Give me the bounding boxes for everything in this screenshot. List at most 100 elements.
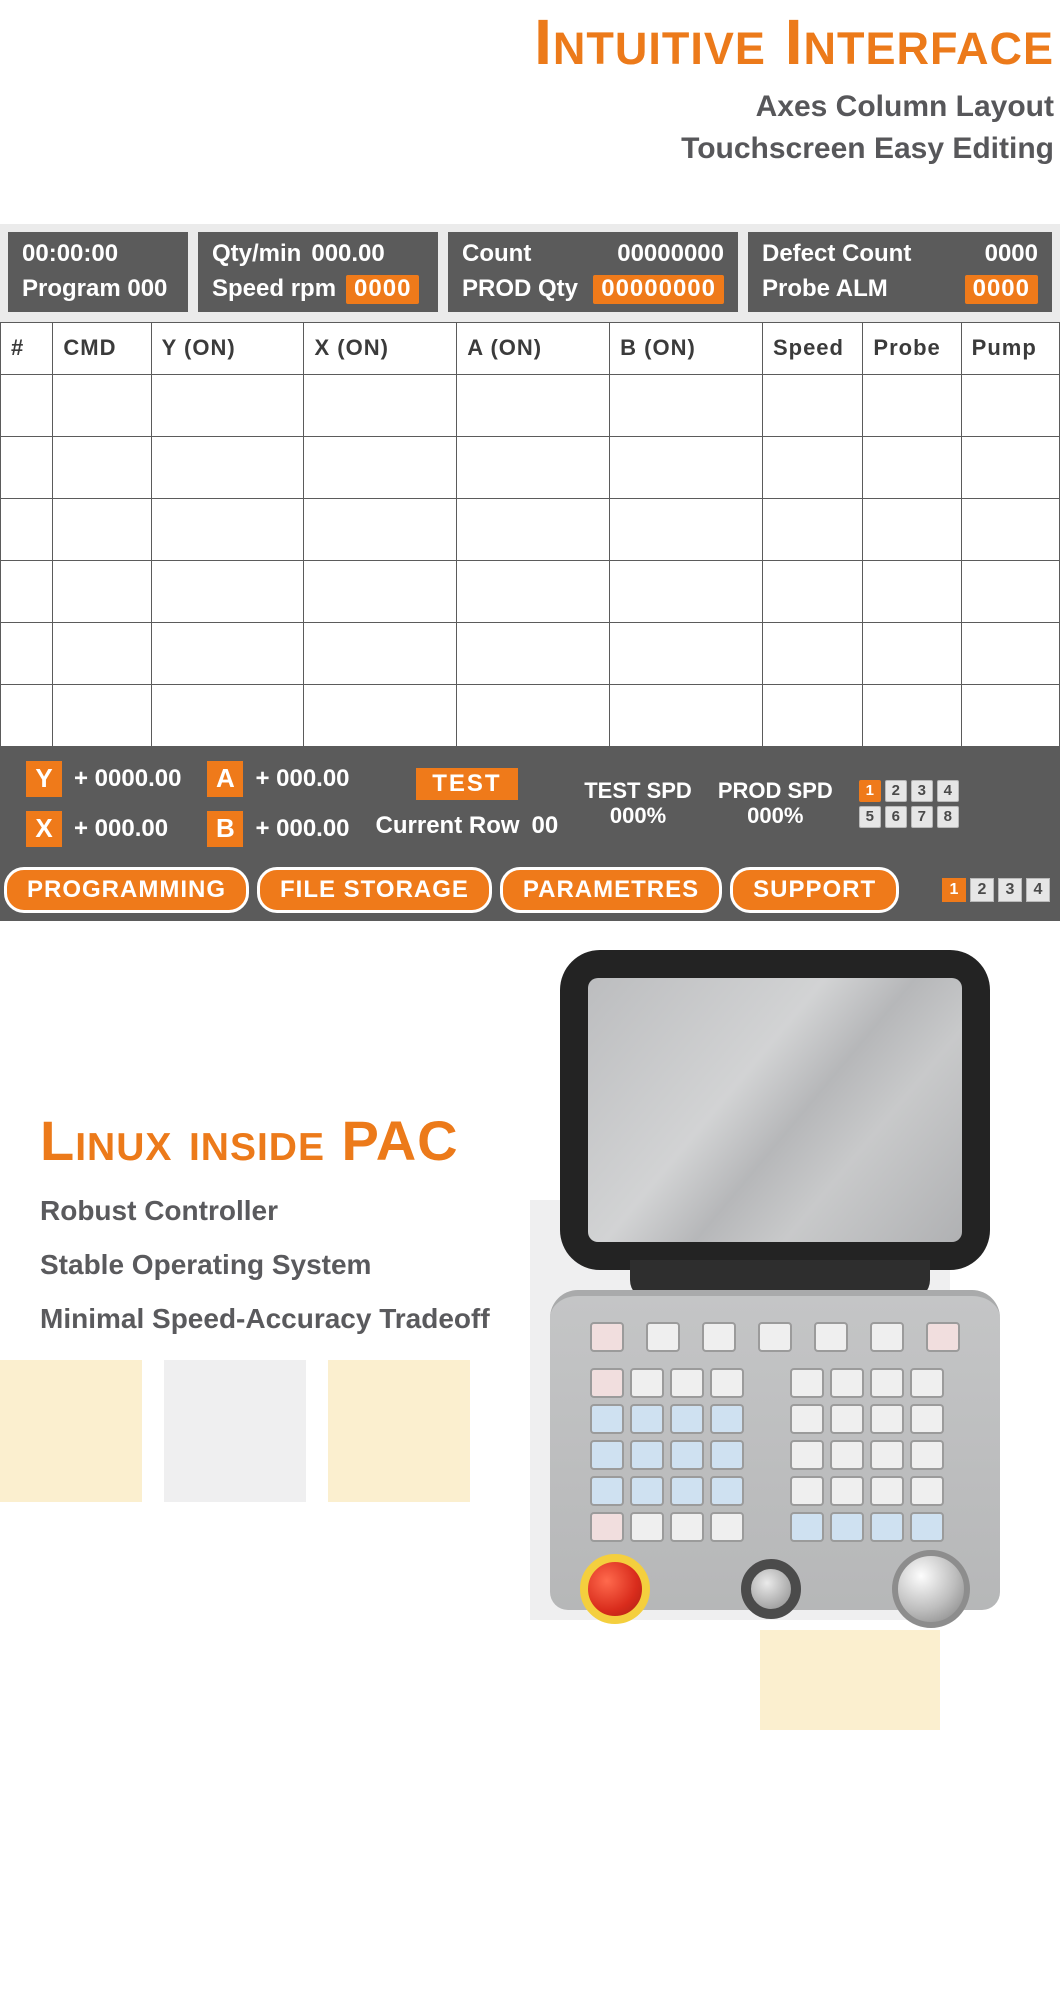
mini-key[interactable]: 2: [885, 780, 907, 802]
table-cell[interactable]: [53, 684, 151, 746]
table-cell[interactable]: [304, 436, 457, 498]
table-cell[interactable]: [762, 622, 862, 684]
footer-mini-grid[interactable]: 1234: [942, 878, 1050, 902]
axis-value-y: + 0000.00: [74, 765, 181, 793]
mini-key[interactable]: 1: [859, 780, 881, 802]
table-cell[interactable]: [151, 374, 304, 436]
table-cell[interactable]: [1, 436, 53, 498]
table-cell[interactable]: [1, 374, 53, 436]
table-cell[interactable]: [762, 374, 862, 436]
footer-btn-parametres[interactable]: PARAMETRES: [500, 867, 722, 913]
cnc-illustration: [560, 950, 990, 1660]
table-row[interactable]: [1, 374, 1060, 436]
table-cell[interactable]: [961, 436, 1059, 498]
table-cell[interactable]: [762, 498, 862, 560]
table-cell[interactable]: [1, 498, 53, 560]
table-row[interactable]: [1, 560, 1060, 622]
table-cell[interactable]: [53, 622, 151, 684]
table-cell[interactable]: [151, 622, 304, 684]
table-cell[interactable]: [304, 498, 457, 560]
table-cell[interactable]: [53, 436, 151, 498]
table-cell[interactable]: [457, 498, 610, 560]
table-cell[interactable]: [961, 622, 1059, 684]
count-label: Count: [462, 240, 531, 269]
cnc-key-icon: [910, 1368, 944, 1398]
table-cell[interactable]: [1, 684, 53, 746]
table-cell[interactable]: [610, 436, 763, 498]
table-cell[interactable]: [610, 374, 763, 436]
table-row[interactable]: [1, 436, 1060, 498]
table-body[interactable]: [1, 374, 1060, 746]
table-cell[interactable]: [762, 560, 862, 622]
table-cell[interactable]: [457, 560, 610, 622]
status-mini-grid[interactable]: 1234 5678: [859, 780, 959, 828]
cnc-key-icon: [910, 1440, 944, 1470]
table-cell[interactable]: [961, 684, 1059, 746]
count-value: 00000000: [617, 240, 724, 269]
table-cell[interactable]: [863, 374, 961, 436]
program-table[interactable]: # CMD Y (ON) X (ON) A (ON) B (ON) Speed …: [0, 322, 1060, 747]
table-cell[interactable]: [762, 436, 862, 498]
mini-key[interactable]: 7: [911, 806, 933, 828]
table-cell[interactable]: [863, 684, 961, 746]
table-cell[interactable]: [53, 374, 151, 436]
table-cell[interactable]: [610, 560, 763, 622]
table-cell[interactable]: [1, 560, 53, 622]
probealm-label: Probe ALM: [762, 275, 888, 304]
top-cell-time-program: 00:00:00 Program 000: [8, 232, 188, 312]
table-cell[interactable]: [53, 560, 151, 622]
table-cell[interactable]: [457, 436, 610, 498]
table-cell[interactable]: [610, 498, 763, 560]
mini-key[interactable]: 1: [942, 878, 966, 902]
table-cell[interactable]: [610, 684, 763, 746]
table-cell[interactable]: [961, 498, 1059, 560]
table-cell[interactable]: [53, 498, 151, 560]
table-cell[interactable]: [863, 560, 961, 622]
cnc-knob-row: [580, 1550, 970, 1628]
cnc-key-icon: [710, 1476, 744, 1506]
table-row[interactable]: [1, 498, 1060, 560]
axis-row-b: B + 000.00: [207, 811, 349, 847]
table-cell[interactable]: [151, 436, 304, 498]
mini-key[interactable]: 4: [937, 780, 959, 802]
cnc-key-icon: [670, 1512, 704, 1542]
mini-key[interactable]: 8: [937, 806, 959, 828]
table-cell[interactable]: [863, 498, 961, 560]
footer-btn-support[interactable]: SUPPORT: [730, 867, 899, 913]
mini-key[interactable]: 3: [998, 878, 1022, 902]
table-cell[interactable]: [961, 374, 1059, 436]
table-cell[interactable]: [304, 684, 457, 746]
table-cell[interactable]: [863, 436, 961, 498]
table-cell[interactable]: [304, 622, 457, 684]
footer-btn-programming[interactable]: PROGRAMMING: [4, 867, 249, 913]
table-cell[interactable]: [151, 684, 304, 746]
table-row[interactable]: [1, 622, 1060, 684]
table-cell[interactable]: [457, 684, 610, 746]
table-cell[interactable]: [151, 560, 304, 622]
table-cell[interactable]: [1, 622, 53, 684]
cnc-key-icon: [790, 1476, 824, 1506]
table-cell[interactable]: [961, 560, 1059, 622]
table-cell[interactable]: [304, 560, 457, 622]
table-cell[interactable]: [863, 622, 961, 684]
mini-key[interactable]: 6: [885, 806, 907, 828]
axis-row-y: Y + 0000.00: [26, 761, 181, 797]
th-y: Y (ON): [151, 322, 304, 374]
table-cell[interactable]: [762, 684, 862, 746]
mini-key[interactable]: 5: [859, 806, 881, 828]
cnc-key-icon: [870, 1512, 904, 1542]
table-cell[interactable]: [151, 498, 304, 560]
prod-spd-label: PROD SPD: [718, 779, 833, 803]
table-cell[interactable]: [457, 374, 610, 436]
table-cell[interactable]: [304, 374, 457, 436]
table-cell[interactable]: [610, 622, 763, 684]
top-cells-row: 00:00:00 Program 000 Qty/min 000.00 Spee…: [0, 224, 1060, 322]
table-cell[interactable]: [457, 622, 610, 684]
cnc-key-icon: [910, 1404, 944, 1434]
table-row[interactable]: [1, 684, 1060, 746]
footer-btn-filestorage[interactable]: FILE STORAGE: [257, 867, 492, 913]
mini-key[interactable]: 2: [970, 878, 994, 902]
mini-key[interactable]: 4: [1026, 878, 1050, 902]
mini-key[interactable]: 3: [911, 780, 933, 802]
cnc-key-icon: [630, 1512, 664, 1542]
